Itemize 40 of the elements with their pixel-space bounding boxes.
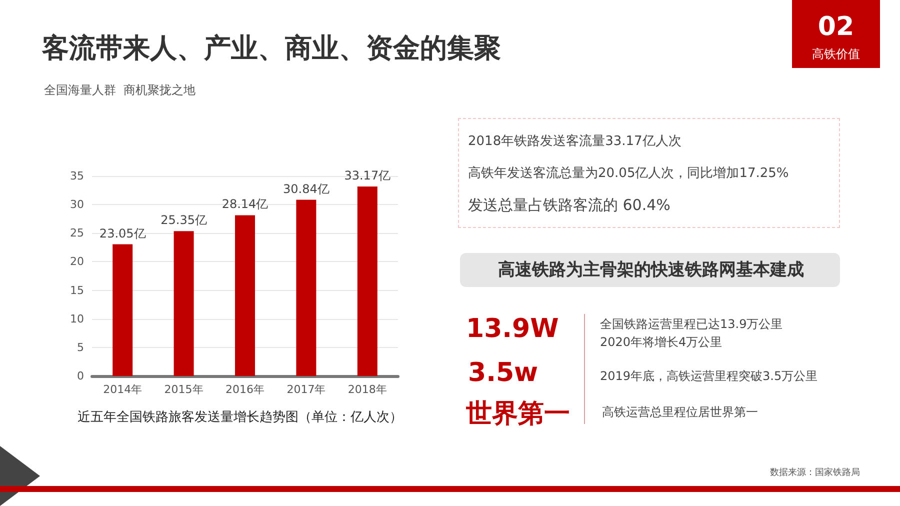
text: 全国铁路运营里程已达13.9万公里	[600, 316, 783, 333]
source-note: 数据来源：国家铁路局	[770, 466, 860, 479]
y-tick-label: 0	[77, 370, 84, 382]
data-label: 30.84亿	[283, 182, 330, 196]
bar	[112, 244, 133, 376]
y-tick-label: 10	[70, 312, 84, 326]
y-tick-label: 35	[70, 170, 84, 182]
text: 02	[816, 12, 856, 42]
data-label: 28.14亿	[222, 197, 268, 212]
x-tick-label: 2014年	[103, 383, 142, 396]
y-tick-label: 20	[70, 255, 84, 268]
data-label: 25.35亿	[160, 213, 207, 228]
x-tick-label: 2018年	[348, 383, 387, 396]
chart-title: 客流带来人、产业、商业、资金的集聚	[42, 32, 501, 66]
text: 2020年将增长4万公里	[600, 334, 722, 351]
text: 3.5w	[468, 358, 538, 388]
y-tick-label: 30	[70, 198, 84, 212]
bar	[296, 200, 316, 376]
bar	[174, 231, 194, 376]
text: 13.9W	[466, 314, 559, 344]
text: 高铁运营总里程位居世界第一	[602, 404, 758, 421]
x-tick-label: 2016年	[226, 383, 264, 396]
data-label: 23.05亿	[99, 226, 146, 240]
y-tick-label: 25	[70, 226, 84, 240]
chart-subtitle: 全国海量人群 商机聚拢之地	[44, 82, 196, 99]
bar	[235, 215, 255, 376]
text: 高铁年发送客流总量为20.05亿人次，同比增加17.25%	[468, 165, 789, 182]
text: 2019年底，高铁运营里程突破3.5万公里	[600, 368, 818, 385]
bar	[357, 186, 378, 376]
text: 发送总量占铁路客流的 60.4%	[468, 196, 670, 215]
text: 2018年铁路发送客流量33.17亿人次	[468, 133, 682, 150]
text: 世界第一	[466, 398, 570, 431]
x-axis-title: 近五年全国铁路旅客发送量增长趋势图（单位：亿人次）	[76, 409, 404, 426]
text: 高速铁路为主骨架的快速铁路网基本建成	[497, 259, 805, 281]
y-tick-label: 15	[70, 284, 84, 297]
y-tick-label: 5	[77, 340, 84, 354]
x-tick-label: 2015年	[164, 383, 204, 396]
x-tick-label: 2017年	[286, 383, 326, 396]
text: 高铁价值	[811, 46, 861, 63]
data-label: 33.17亿	[344, 168, 391, 182]
